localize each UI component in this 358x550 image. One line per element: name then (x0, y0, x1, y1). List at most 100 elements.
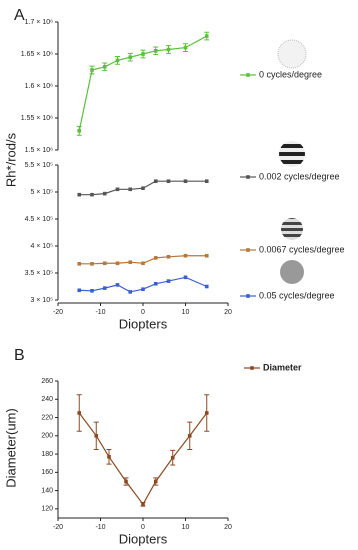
legend-label: 0.05 cycles/degree (259, 290, 335, 300)
data-point (77, 129, 82, 133)
data-point (115, 283, 120, 287)
x-tick-label: 0 (141, 309, 145, 316)
data-point (153, 256, 158, 260)
series-line (78, 412, 208, 506)
y-tick-label: 1.6 × 10⁶ (25, 83, 53, 90)
data-point (153, 49, 158, 53)
data-point (153, 479, 158, 484)
data-point (107, 455, 111, 459)
x-tick-label: -10 (95, 309, 105, 316)
data-point (128, 55, 133, 59)
y-tick-label: 160 (41, 469, 53, 476)
y-tick-label: 1.7 × 10⁶ (25, 19, 53, 26)
data-point (141, 287, 145, 291)
data-point (204, 411, 209, 415)
data-point (141, 502, 145, 507)
data-point (77, 411, 82, 415)
data-point (102, 191, 107, 196)
data-point (124, 479, 128, 484)
data-point (90, 192, 94, 197)
y-tick-label: 1.65 × 10⁶ (21, 51, 53, 58)
data-point (128, 187, 133, 192)
data-point (115, 187, 120, 192)
panel-label: A (14, 7, 25, 24)
data-point (77, 262, 82, 266)
y-tick-label: 1.5 × 10⁶ (25, 147, 53, 154)
y-tick-label: 5 × 10⁵ (30, 189, 53, 196)
legend-marker (250, 366, 254, 370)
stimulus-icons (277, 39, 307, 284)
x-tick-label: -20 (53, 309, 63, 316)
y-tick-label: 260 (41, 378, 53, 385)
icon (279, 141, 305, 167)
data-point (204, 284, 209, 289)
y-tick-label: 4.5 × 10⁵ (25, 216, 53, 223)
y-axis-label: Diameter(um) (3, 408, 18, 487)
data-point (77, 192, 82, 197)
data-point (102, 65, 107, 69)
data-point (128, 260, 133, 264)
data-point (102, 261, 107, 266)
data-point (183, 275, 188, 280)
data-point (183, 253, 188, 258)
data-point (166, 279, 171, 283)
data-point (141, 261, 145, 266)
series-line (79, 276, 207, 293)
data-point (153, 282, 158, 286)
data-point (204, 253, 209, 258)
data-point (90, 68, 94, 72)
icon (280, 260, 304, 284)
icon (281, 218, 303, 240)
x-axis-label: Diopters (119, 316, 168, 331)
x-tick-label: -20 (53, 524, 63, 531)
legend-label: 0 cycles/degree (259, 69, 322, 79)
legend-label: 0.002 cycles/degree (259, 171, 340, 181)
series-line (78, 35, 208, 131)
data-point (166, 255, 171, 259)
legend-marker (246, 248, 250, 252)
y-tick-label: 3.5 × 10⁵ (25, 270, 53, 277)
data-point (153, 179, 158, 183)
data-point (183, 45, 188, 50)
data-point (115, 261, 120, 266)
data-point (102, 286, 107, 290)
data-point (90, 289, 94, 293)
icon (277, 39, 307, 69)
y-tick-label: 240 (41, 396, 53, 403)
data-point (115, 58, 120, 63)
x-tick-label: 10 (182, 524, 190, 531)
data-point (204, 34, 209, 38)
x-tick-label: 20 (224, 524, 232, 531)
x-tick-label: 0 (141, 524, 145, 531)
y-tick-label: 5.5 × 10⁵ (25, 162, 53, 169)
legend-label: 0.0067 cycles/degree (259, 244, 345, 254)
data-point (204, 179, 209, 183)
x-tick-label: 20 (224, 309, 232, 316)
series-line (79, 180, 207, 196)
y-tick-label: 120 (41, 506, 53, 513)
data-point (166, 179, 171, 183)
data-point (141, 52, 145, 56)
y-tick-label: 1.55 × 10⁶ (21, 115, 53, 122)
data-point (166, 47, 171, 52)
legend-marker (246, 175, 250, 179)
legend-marker (246, 73, 250, 77)
data-point (141, 186, 145, 191)
x-tick-label: 10 (182, 309, 190, 316)
data-point (77, 288, 82, 293)
x-axis-label: Diopters (119, 531, 168, 546)
y-tick-label: 140 (41, 487, 53, 494)
data-point (128, 290, 133, 294)
data-point (90, 262, 94, 266)
legend-marker (246, 294, 250, 298)
series-line (79, 255, 207, 265)
y-axis-label: Rh*/rod/s (3, 132, 18, 187)
y-tick-label: 3 × 10⁵ (30, 297, 53, 304)
data-point (183, 179, 188, 183)
data-point (187, 434, 192, 438)
y-tick-label: 220 (41, 414, 53, 421)
panel-label: B (14, 347, 25, 364)
legend-label: Diameter (263, 362, 302, 372)
